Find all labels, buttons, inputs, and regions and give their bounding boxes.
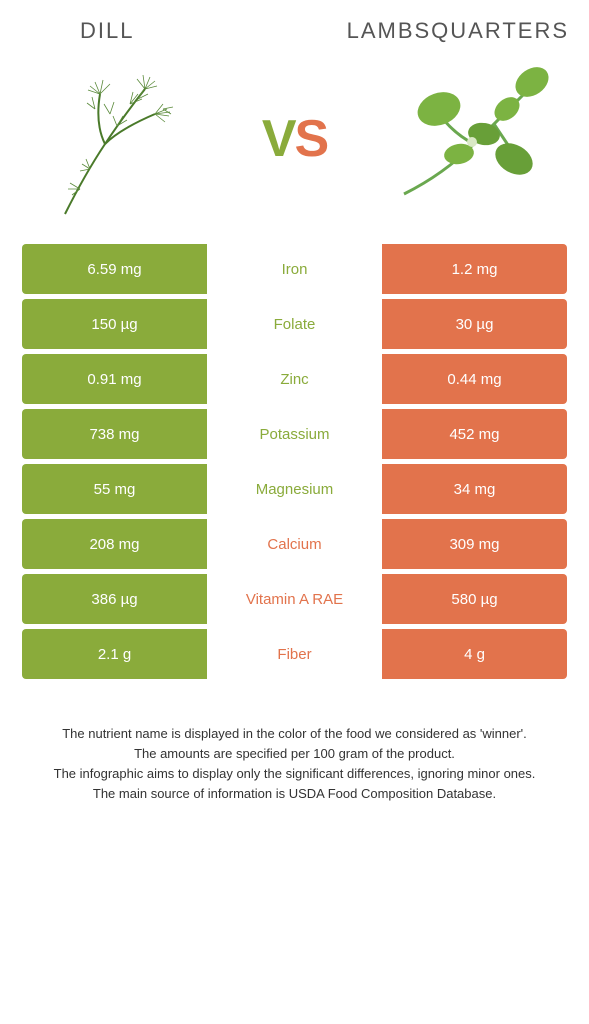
value-right: 580 µg <box>382 574 567 624</box>
value-left: 2.1 g <box>22 629 207 679</box>
header: DILL LAMBSQUARTERS <box>0 0 589 44</box>
footer-notes: The nutrient name is displayed in the co… <box>0 684 589 805</box>
value-left: 0.91 mg <box>22 354 207 404</box>
nutrient-name: Zinc <box>207 371 382 388</box>
value-right: 34 mg <box>382 464 567 514</box>
nutrient-row: 55 mgMagnesium34 mg <box>22 464 567 514</box>
nutrient-name: Folate <box>207 316 382 333</box>
value-right: 452 mg <box>382 409 567 459</box>
nutrient-row: 2.1 gFiber4 g <box>22 629 567 679</box>
value-right: 309 mg <box>382 519 567 569</box>
dill-image <box>35 54 205 224</box>
nutrient-name: Vitamin A RAE <box>207 591 382 608</box>
nutrient-name: Magnesium <box>207 481 382 498</box>
footer-line: The infographic aims to display only the… <box>20 764 569 784</box>
value-right: 1.2 mg <box>382 244 567 294</box>
vs-v: V <box>262 110 295 168</box>
nutrient-row: 208 mgCalcium309 mg <box>22 519 567 569</box>
vs-label: VS <box>262 109 327 169</box>
value-left: 208 mg <box>22 519 207 569</box>
value-left: 55 mg <box>22 464 207 514</box>
value-right: 0.44 mg <box>382 354 567 404</box>
nutrient-row: 6.59 mgIron1.2 mg <box>22 244 567 294</box>
nutrient-row: 150 µgFolate30 µg <box>22 299 567 349</box>
nutrient-row: 0.91 mgZinc0.44 mg <box>22 354 567 404</box>
value-left: 386 µg <box>22 574 207 624</box>
nutrient-name: Iron <box>207 261 382 278</box>
food-name-left: DILL <box>20 18 325 44</box>
nutrient-name: Calcium <box>207 536 382 553</box>
nutrient-name: Fiber <box>207 646 382 663</box>
footer-line: The main source of information is USDA F… <box>20 784 569 804</box>
nutrient-row: 386 µgVitamin A RAE580 µg <box>22 574 567 624</box>
value-left: 6.59 mg <box>22 244 207 294</box>
footer-line: The nutrient name is displayed in the co… <box>20 724 569 744</box>
value-right: 30 µg <box>382 299 567 349</box>
value-left: 150 µg <box>22 299 207 349</box>
value-right: 4 g <box>382 629 567 679</box>
images-row: VS <box>0 44 589 244</box>
footer-line: The amounts are specified per 100 gram o… <box>20 744 569 764</box>
value-left: 738 mg <box>22 409 207 459</box>
nutrient-table: 6.59 mgIron1.2 mg150 µgFolate30 µg0.91 m… <box>0 244 589 679</box>
nutrient-name: Potassium <box>207 426 382 443</box>
lambsquarters-image <box>384 54 554 224</box>
food-name-right: LAMBSQUARTERS <box>325 18 570 44</box>
vs-s: S <box>295 110 328 168</box>
nutrient-row: 738 mgPotassium452 mg <box>22 409 567 459</box>
